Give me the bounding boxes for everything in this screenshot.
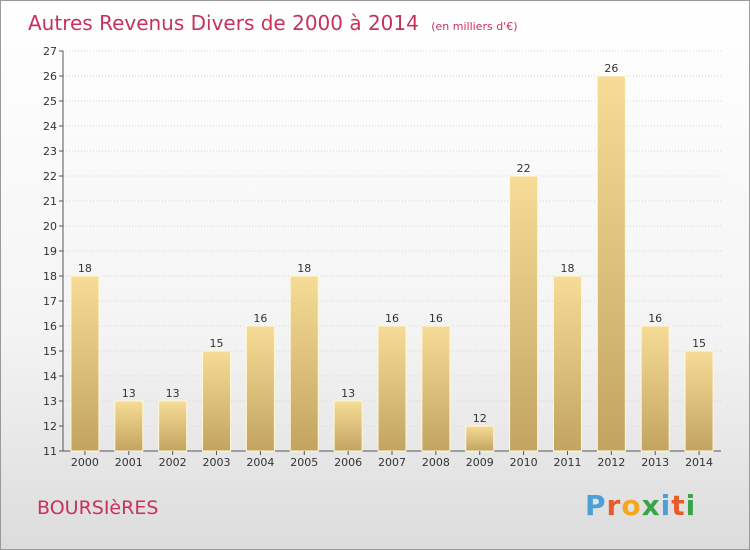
- data-label: 13: [166, 387, 180, 400]
- bar: [421, 325, 451, 452]
- bar: [596, 75, 626, 452]
- brand-letter: i: [660, 489, 672, 522]
- data-label: 26: [604, 62, 618, 75]
- data-label: 18: [297, 262, 311, 275]
- data-label: 16: [253, 312, 267, 325]
- brand-letter: i: [685, 489, 697, 522]
- y-tick-label: 20: [43, 220, 57, 233]
- y-tick-label: 22: [43, 170, 57, 183]
- bar: [552, 275, 582, 452]
- x-tick-label: 2012: [597, 456, 625, 469]
- bar: [245, 325, 275, 452]
- x-tick-label: 2000: [71, 456, 99, 469]
- brand-logo: Proxiti: [585, 489, 696, 522]
- bar: [70, 275, 100, 452]
- data-label: 16: [429, 312, 443, 325]
- data-label: 18: [78, 262, 92, 275]
- brand-letter: o: [621, 489, 642, 522]
- bar: [465, 425, 495, 452]
- data-label: 13: [341, 387, 355, 400]
- data-label: 12: [473, 412, 487, 425]
- data-label: 18: [560, 262, 574, 275]
- x-tick-label: 2002: [159, 456, 187, 469]
- x-tick-label: 2014: [685, 456, 713, 469]
- x-tick-label: 2004: [246, 456, 274, 469]
- y-tick-label: 14: [43, 370, 57, 383]
- chart-title-text: Autres Revenus Divers de 2000 à 2014: [28, 11, 419, 35]
- x-tick-label: 2001: [115, 456, 143, 469]
- x-tick-label: 2003: [203, 456, 231, 469]
- chart-title: Autres Revenus Divers de 2000 à 2014 (en…: [28, 11, 518, 35]
- x-tick-label: 2010: [510, 456, 538, 469]
- bar: [640, 325, 670, 452]
- x-tick-label: 2013: [641, 456, 669, 469]
- brand-letter: t: [671, 489, 686, 522]
- bar: [684, 350, 714, 452]
- data-label: 16: [648, 312, 662, 325]
- chart-subtitle: (en milliers d'€): [431, 20, 518, 33]
- place-name: BOURSIèRES: [37, 497, 159, 519]
- bar: [114, 400, 144, 452]
- y-tick-label: 24: [43, 120, 57, 133]
- data-label: 15: [692, 337, 706, 350]
- bar: [377, 325, 407, 452]
- y-tick-label: 18: [43, 270, 57, 283]
- y-tick-label: 26: [43, 70, 57, 83]
- bar: [333, 400, 363, 452]
- x-tick-label: 2009: [466, 456, 494, 469]
- x-tick-label: 2011: [553, 456, 581, 469]
- y-tick-label: 21: [43, 195, 57, 208]
- y-tick-label: 19: [43, 245, 57, 258]
- x-tick-label: 2006: [334, 456, 362, 469]
- data-label: 13: [122, 387, 136, 400]
- bar: [289, 275, 319, 452]
- y-tick-label: 11: [43, 445, 57, 458]
- x-tick-label: 2008: [422, 456, 450, 469]
- brand-letter: P: [585, 489, 607, 522]
- bar: [509, 175, 539, 452]
- y-tick-label: 12: [43, 420, 57, 433]
- y-tick-label: 17: [43, 295, 57, 308]
- data-label: 22: [517, 162, 531, 175]
- x-tick-label: 2007: [378, 456, 406, 469]
- y-tick-label: 16: [43, 320, 57, 333]
- bar: [158, 400, 188, 452]
- y-tick-label: 23: [43, 145, 57, 158]
- brand-letter: x: [641, 489, 661, 522]
- brand-letter: r: [606, 489, 622, 522]
- y-tick-label: 13: [43, 395, 57, 408]
- data-label: 16: [385, 312, 399, 325]
- bar: [202, 350, 232, 452]
- y-tick-label: 25: [43, 95, 57, 108]
- y-tick-label: 15: [43, 345, 57, 358]
- x-tick-label: 2005: [290, 456, 318, 469]
- data-label: 15: [210, 337, 224, 350]
- y-tick-label: 27: [43, 45, 57, 58]
